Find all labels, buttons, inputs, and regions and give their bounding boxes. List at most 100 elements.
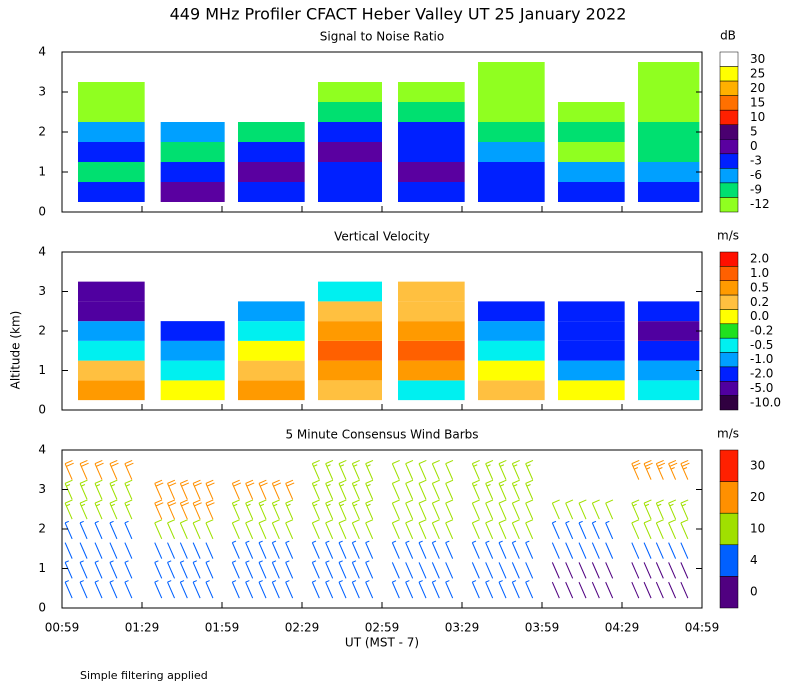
y-tick-label: 1 [38,165,46,179]
wind-barb [591,520,600,540]
heatmap-cell [78,301,145,322]
wind-barb [192,560,201,579]
heatmap-cell [238,321,305,341]
wind-barb [94,479,103,500]
wind-barb [311,560,320,579]
wind-barb [643,519,652,540]
panel-title: 5 Minute Consensus Wind Barbs [285,428,478,442]
wind-barb [124,542,133,559]
heatmap-cell [78,321,145,341]
heatmap-cell [398,380,465,401]
wind-barb [565,581,574,599]
wind-barb [511,540,520,559]
wind-barb [418,479,427,500]
wind-barb [109,459,119,480]
wind-barb [285,519,294,540]
wind-barb [525,540,534,559]
wind-barb [418,519,427,540]
heatmap-cell [238,122,305,142]
wind-barb [498,459,507,480]
wind-barb [498,519,507,540]
wind-barb [680,542,689,559]
y-tick-label: 0 [38,601,46,615]
wind-barb [271,519,280,540]
colorbar-label: -10.0 [750,395,781,409]
wind-barb [431,459,440,480]
heatmap-cell [78,281,145,302]
heatmap-cell [478,62,545,82]
wind-barb [325,479,334,500]
wind-barb [79,479,88,500]
heatmap-cell [558,102,625,122]
heatmap-cell [398,301,465,322]
colorbar-label: 30 [750,458,765,472]
wind-barb [325,580,334,599]
wind-barb [605,581,614,599]
wind-barb [431,479,440,500]
wind-barb [365,540,374,559]
wind-barb [205,499,215,520]
wind-barb [94,542,103,559]
wind-barb [258,519,267,540]
wind-barb [94,520,103,540]
heatmap-cell [478,162,545,182]
heatmap-cell [238,340,305,361]
wind-barb [79,459,89,480]
heatmap-cell [398,281,465,302]
y-tick-label: 4 [38,45,46,59]
wind-barb [578,499,587,520]
wind-barb [245,580,254,599]
heatmap-cell [78,360,145,381]
colorbar-label: -12 [750,197,770,211]
colorbar-unit: m/s [717,427,739,441]
wind-barb [179,479,190,500]
x-tick-label: 02:29 [285,621,320,635]
wind-barb [64,560,73,579]
heatmap-cell [318,142,382,162]
x-tick-label: 03:29 [445,621,480,635]
colorbar-band [719,197,739,213]
wind-barb [179,519,188,540]
heatmap-cell [478,301,545,322]
y-tick-label: 2 [38,125,46,139]
wind-barb [511,580,520,599]
colorbar-band [719,481,739,514]
wind-barb [525,562,534,579]
colorbar-label: 0 [750,139,758,153]
wind-barb [471,499,480,520]
wind-barb [245,519,254,540]
heatmap-cell [638,142,700,162]
wind-barb [643,562,652,579]
wind-barb [124,499,133,520]
colorbar-label: 25 [750,66,765,80]
colorbar-label: -5.0 [750,381,773,395]
wind-barb [271,540,280,559]
wind-barb [511,459,520,480]
y-tick-label: 2 [38,522,46,536]
heatmap-cell [638,122,700,142]
colorbar-band [719,337,739,353]
wind-barb [471,459,480,480]
wind-barb [405,540,414,559]
x-tick-label: 03:59 [525,621,560,635]
wind-barb [680,562,689,579]
wind-barb [445,519,454,540]
wind-barb [431,580,440,599]
heatmap-cell [398,360,465,381]
wind-barb [109,499,118,520]
wind-barb [167,479,177,500]
y-tick-label: 1 [38,363,46,377]
wind-barb [325,560,334,579]
wind-barb [94,459,104,480]
heatmap-cell [478,340,545,361]
x-tick-label: 04:59 [685,621,720,635]
wind-barb [258,479,268,500]
wind-barb [338,519,347,540]
heatmap-cell [78,122,145,142]
wind-barb [471,580,480,599]
wind-barb [179,499,190,520]
wind-barb [167,519,176,540]
heatmap-cell [478,360,545,381]
wind-barb [154,580,163,599]
wind-barb [445,540,454,559]
